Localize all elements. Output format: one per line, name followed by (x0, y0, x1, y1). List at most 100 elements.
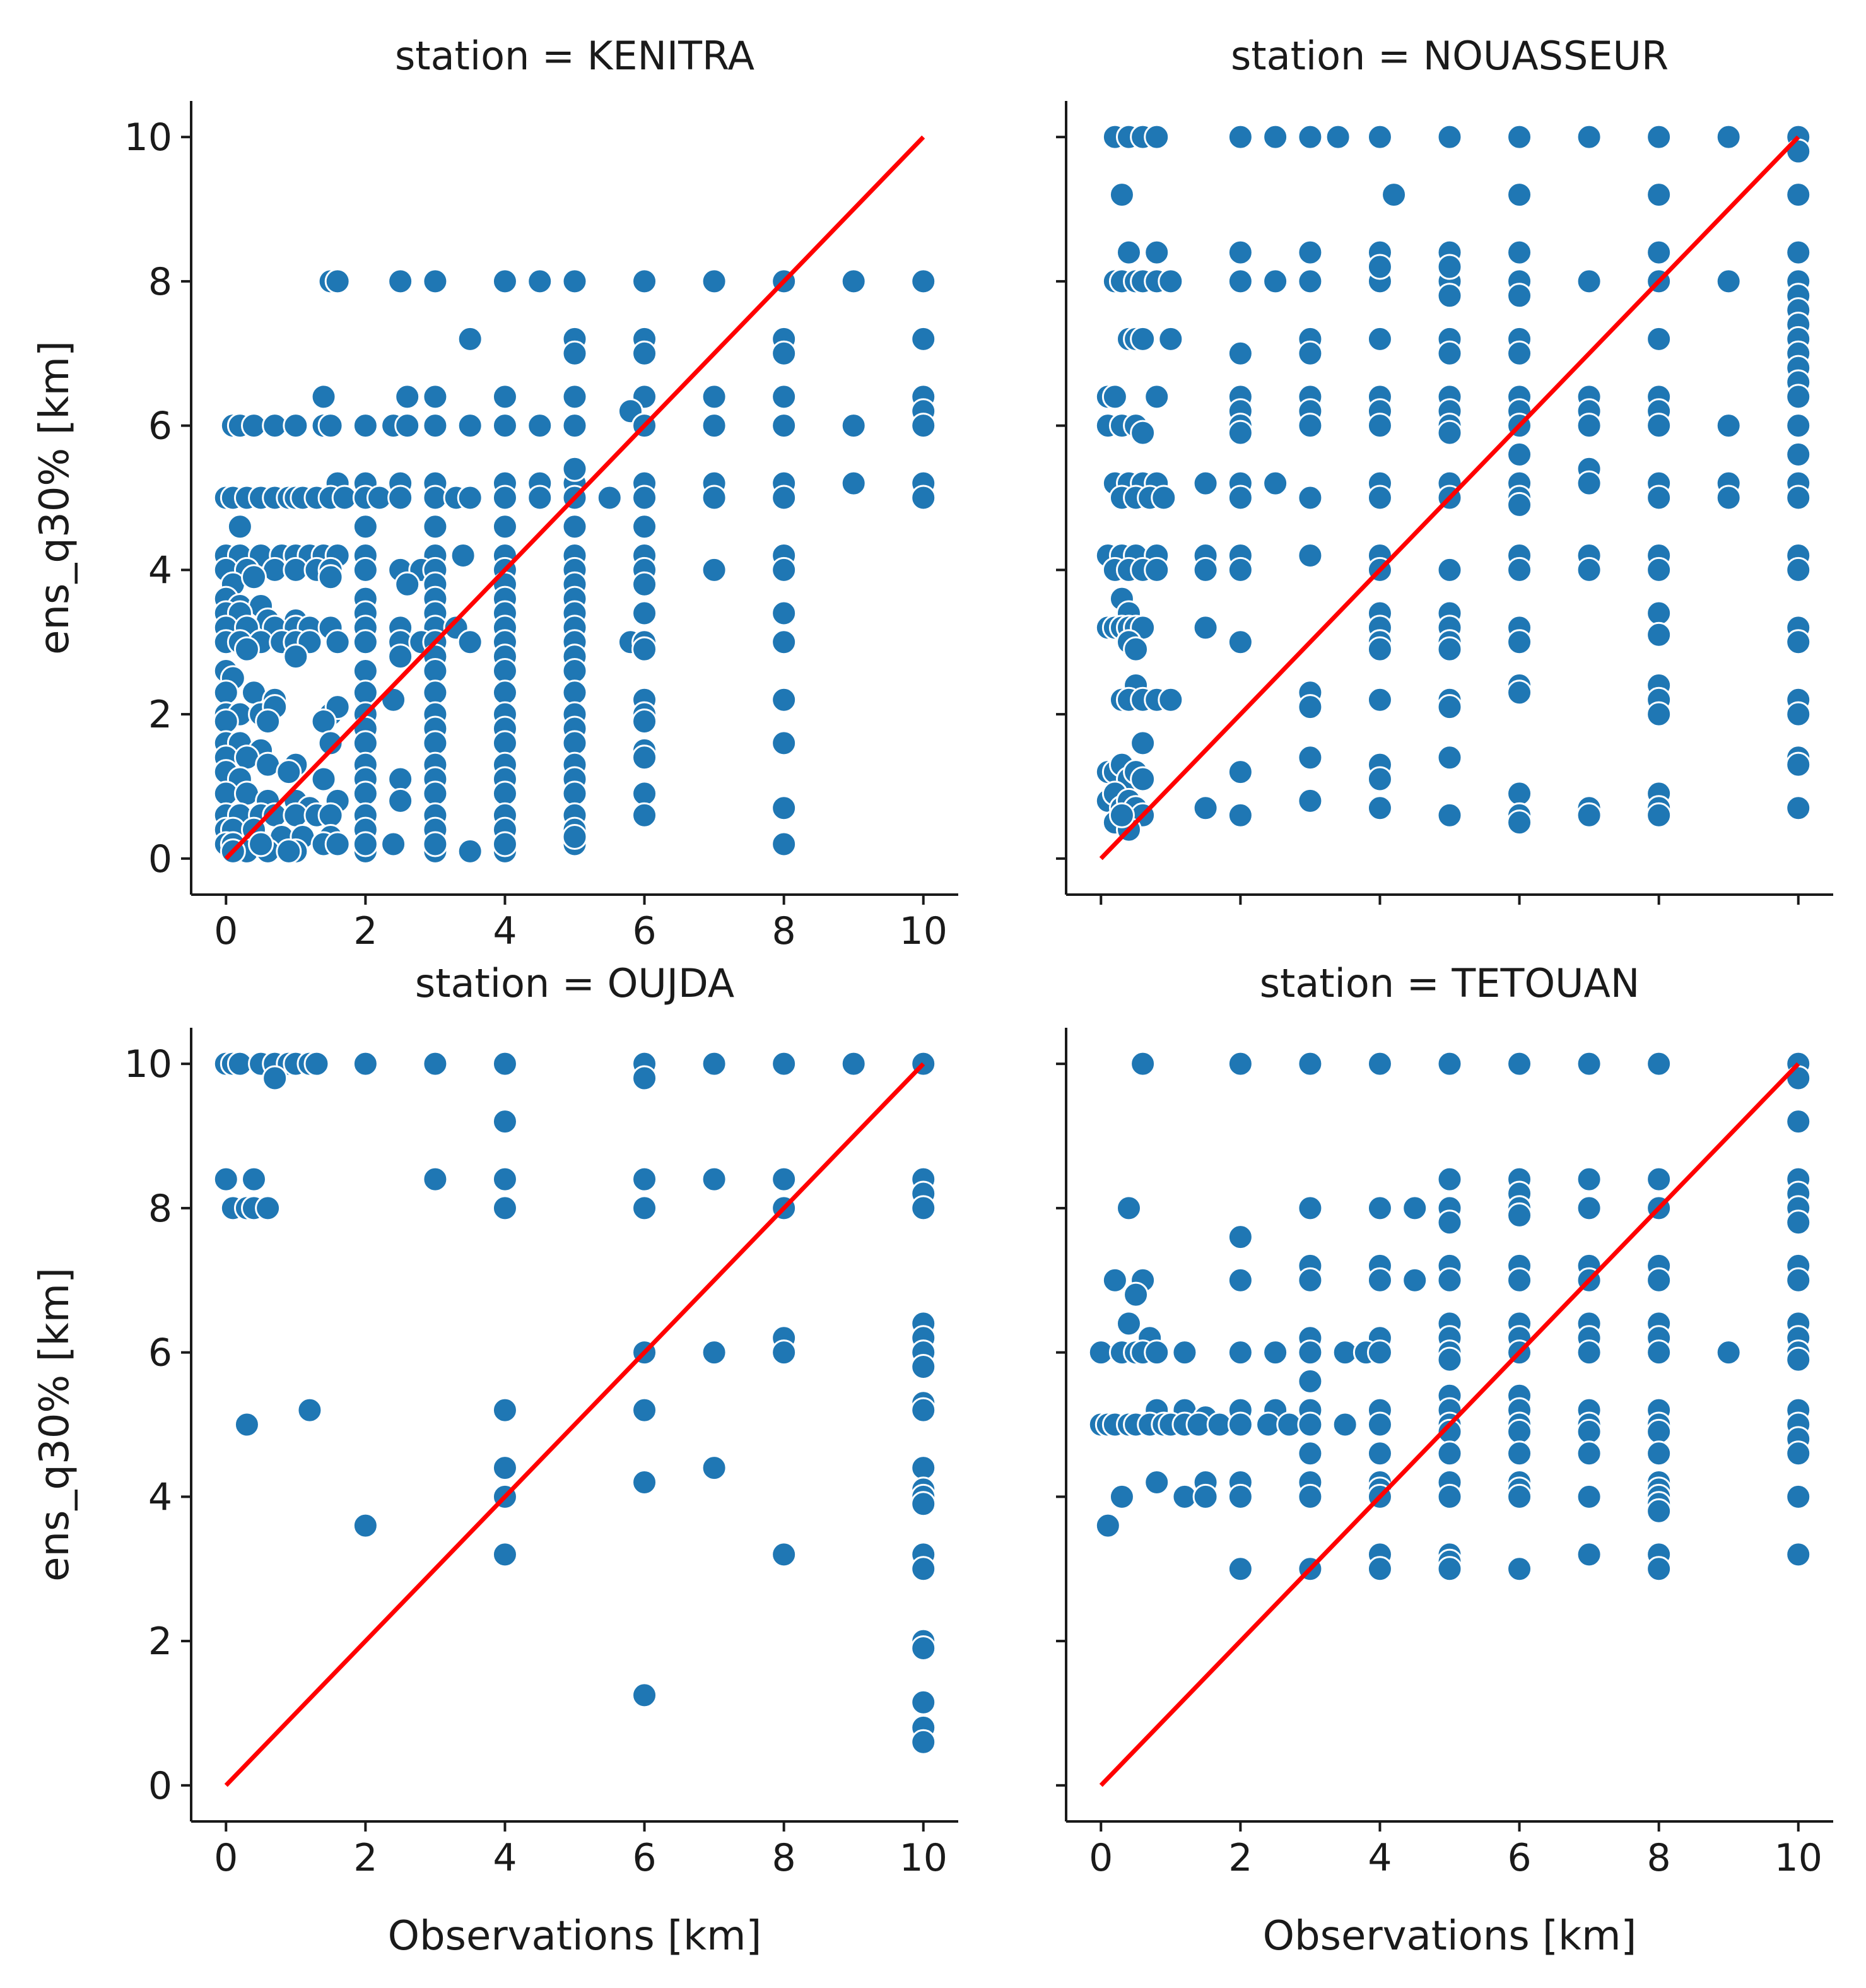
scatter-point (631, 514, 658, 540)
identity-line (224, 1062, 925, 1787)
scatter-point (324, 629, 351, 656)
panel-title: station = KENITRA (395, 33, 754, 79)
scatter-point (1366, 795, 1393, 821)
scatter-point (1506, 1050, 1533, 1077)
scatter-point (1646, 485, 1672, 511)
scatter-point (491, 485, 518, 511)
scatter-point (1436, 556, 1463, 583)
panel-tetouan: station = TETOUAN 0 2 4 6 8 10 Observations [… (1056, 960, 1833, 1960)
scatter-point (1576, 1339, 1602, 1366)
scatter-point (491, 780, 518, 807)
scatter-point (1130, 1050, 1156, 1077)
scatter-point (1297, 787, 1323, 814)
scatter-point (213, 679, 239, 706)
scatter-point (422, 1050, 449, 1077)
scatter-point (1506, 340, 1533, 367)
scatter-point (701, 1455, 727, 1481)
scatter-point (1297, 485, 1323, 511)
scatter-point (226, 514, 253, 540)
scatter-point (701, 485, 727, 511)
scatter-point (1297, 1411, 1323, 1438)
scatter-point (1130, 420, 1156, 446)
scatter-point (255, 1195, 281, 1221)
scatter-point (1576, 268, 1602, 295)
scatter-point (771, 600, 797, 626)
scatter-point (352, 556, 378, 583)
scatter-point (1506, 283, 1533, 309)
x-axis-label: Observations [km] (1263, 1913, 1637, 1960)
panel-kenitra: station = KENITRA 0 2 4 6 8 10 0 2 4 6 8 10 ens_q3… (32, 33, 958, 953)
scatter-point (701, 413, 727, 439)
scatter-point (1297, 1483, 1323, 1510)
scatter-point (1130, 326, 1156, 352)
scatter-point (1144, 1469, 1170, 1495)
scatter-point (1227, 1339, 1253, 1366)
scatter-point (491, 831, 518, 857)
scatter-point (1297, 1440, 1323, 1467)
y-ticks (1056, 1062, 1066, 1787)
scatter-point (771, 1541, 797, 1568)
x-ticks: 0 2 4 6 8 10 (1089, 1821, 1822, 1880)
points-layer (1088, 1050, 1812, 1582)
scatter-point (1506, 1267, 1533, 1293)
scatter-point (1366, 1195, 1393, 1221)
panel-title: station = TETOUAN (1260, 960, 1640, 1006)
scatter-point (1115, 239, 1142, 266)
scatter-point (1715, 268, 1742, 295)
scatter-point (840, 470, 867, 497)
scatter-point (840, 268, 867, 295)
scatter-point (1436, 1483, 1463, 1510)
y-tick-label: 6 (148, 404, 172, 449)
scatter-point (1646, 1339, 1672, 1366)
scatter-point (1144, 124, 1170, 150)
scatter-point (1436, 1166, 1463, 1192)
scatter-point (352, 413, 378, 439)
scatter-point (1297, 694, 1323, 721)
scatter-point (457, 485, 483, 511)
scatter-point (561, 456, 588, 482)
scatter-point (1646, 1267, 1672, 1293)
y-tick-label: 2 (148, 693, 172, 737)
scatter-point (910, 1491, 937, 1517)
scatter-point (771, 1339, 797, 1366)
scatter-point (1130, 766, 1156, 792)
scatter-point (1506, 239, 1533, 266)
scatter-point (1108, 1483, 1135, 1510)
scatter-point (1646, 621, 1672, 648)
scatter-point (631, 636, 658, 662)
scatter-point (1506, 1556, 1533, 1582)
scatter-point (1227, 759, 1253, 785)
scatter-point (310, 766, 337, 792)
scatter-point (491, 384, 518, 410)
scatter-point (910, 1635, 937, 1662)
scatter-point (1297, 268, 1323, 295)
scatter-point (1227, 1267, 1253, 1293)
scatter-point (561, 514, 588, 540)
scatter-point (1297, 744, 1323, 771)
scatter-point (324, 268, 351, 295)
scatter-point (1576, 1541, 1602, 1568)
scatter-point (910, 413, 937, 439)
scatter-point (457, 629, 483, 656)
scatter-point (910, 1397, 937, 1423)
scatter-point (527, 413, 553, 439)
scatter-point (1436, 1050, 1463, 1077)
scatter-point (352, 1050, 378, 1077)
scatter-point (910, 1556, 937, 1582)
y-tick-label: 10 (124, 115, 172, 160)
scatter-point (1576, 1483, 1602, 1510)
scatter-point (422, 831, 449, 857)
scatter-point (1576, 1418, 1602, 1445)
scatter-point (457, 413, 483, 439)
scatter-point (422, 679, 449, 706)
scatter-point (1227, 1483, 1253, 1510)
scatter-point (561, 657, 588, 684)
scatter-point (1366, 1267, 1393, 1293)
scatter-point (1576, 1050, 1602, 1077)
scatter-point (457, 326, 483, 352)
scatter-point (1101, 384, 1128, 410)
x-tick-label: 2 (1228, 1836, 1252, 1880)
scatter-point (310, 384, 337, 410)
scatter-point (1123, 1281, 1149, 1308)
